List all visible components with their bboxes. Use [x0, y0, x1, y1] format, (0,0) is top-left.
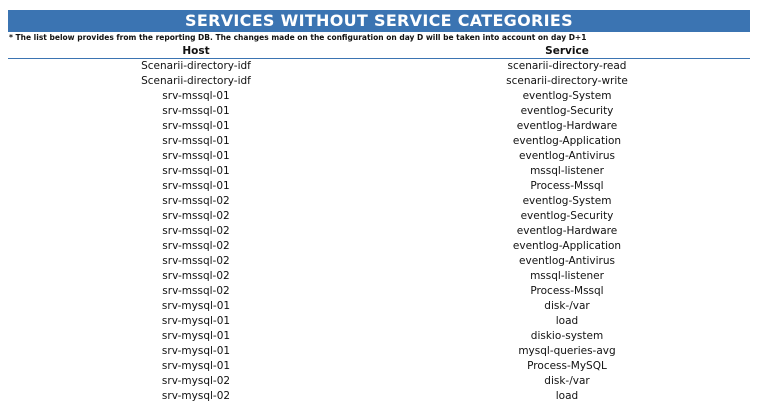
- cell: srv-mysql-01: [161, 360, 231, 372]
- cell: srv-mssql-02: [162, 285, 230, 297]
- row: srv-mysql-01 Process-MySQL: [8, 359, 750, 374]
- row: srv-mysql-01 load: [8, 314, 750, 329]
- header-row: Host Service: [8, 44, 750, 59]
- cell: eventlog-Security: [520, 105, 614, 117]
- cell: mysql-queries-avg: [518, 345, 616, 357]
- table: Host Service Scenarii-directory-idf scenar…: [8, 44, 750, 404]
- cell: srv-mssql-01: [162, 150, 230, 162]
- row: srv-mssql-01 eventlog-Security: [8, 104, 750, 119]
- row: srv-mssql-01 eventlog-System: [8, 89, 750, 104]
- row: srv-mssql-01 eventlog-Antivirus: [8, 149, 750, 164]
- cell: srv-mssql-02: [162, 240, 230, 252]
- row: srv-mssql-02 eventlog-System: [8, 194, 750, 209]
- cell: diskio-system: [530, 330, 604, 342]
- column-header: Service: [384, 44, 750, 59]
- cell: load: [555, 390, 579, 402]
- cell: mssql-listener: [530, 165, 604, 177]
- cell: eventlog-System: [522, 90, 612, 102]
- row: srv-mysql-01 disk-/var: [8, 299, 750, 314]
- cell: eventlog-Antivirus: [519, 150, 615, 162]
- cell: Scenarii-directory-idf: [141, 60, 251, 72]
- cell: srv-mssql-02: [162, 225, 230, 237]
- note: * The list below provides from the repor…: [9, 33, 587, 42]
- row: srv-mssql-02 Process-Mssql: [8, 284, 750, 299]
- row: srv-mysql-01 diskio-system: [8, 329, 750, 344]
- cell: disk-/var: [544, 300, 590, 312]
- cell: srv-mysql-01: [161, 330, 231, 342]
- row: srv-mysql-02 load: [8, 389, 750, 404]
- cell: load: [555, 315, 579, 327]
- cell: eventlog-Application: [512, 240, 622, 252]
- title: SERVICES WITHOUT SERVICE CATEGORIES: [8, 10, 750, 32]
- cell: srv-mssql-01: [162, 105, 230, 117]
- cell: srv-mssql-02: [162, 270, 230, 282]
- row: srv-mssql-01 eventlog-Application: [8, 134, 750, 149]
- cell: srv-mssql-02: [162, 195, 230, 207]
- row: srv-mysql-02 disk-/var: [8, 374, 750, 389]
- cell: eventlog-Hardware: [516, 225, 618, 237]
- cell: disk-/var: [544, 375, 590, 387]
- row: srv-mysql-01 mysql-queries-avg: [8, 344, 750, 359]
- cell: eventlog-Hardware: [516, 120, 618, 132]
- cell: Process-Mssql: [530, 180, 604, 192]
- cell: eventlog-Application: [512, 135, 622, 147]
- cell: srv-mssql-01: [162, 165, 230, 177]
- row: Scenarii-directory-idf scenarii-directory…: [8, 74, 750, 89]
- column-header: Host: [8, 44, 384, 59]
- row: srv-mssql-01 eventlog-Hardware: [8, 119, 750, 134]
- cell: srv-mysql-01: [161, 345, 231, 357]
- row: srv-mssql-02 eventlog-Application: [8, 239, 750, 254]
- cell: scenarii-directory-read: [507, 60, 627, 72]
- row: srv-mssql-01 mssql-listener: [8, 164, 750, 179]
- cell: Process-MySQL: [527, 360, 607, 372]
- row: srv-mssql-02 eventlog-Antivirus: [8, 254, 750, 269]
- cell: srv-mysql-02: [161, 390, 231, 402]
- row: srv-mssql-02 eventlog-Security: [8, 209, 750, 224]
- cell: srv-mssql-01: [162, 180, 230, 192]
- cell: srv-mysql-02: [161, 375, 231, 387]
- cell: srv-mssql-01: [162, 120, 230, 132]
- cell: srv-mssql-02: [162, 255, 230, 267]
- cell: eventlog-Antivirus: [519, 255, 615, 267]
- row: Scenarii-directory-idf scenarii-directory…: [8, 59, 750, 75]
- cell: srv-mysql-01: [161, 300, 231, 312]
- cell: eventlog-Security: [520, 210, 614, 222]
- row: srv-mssql-02 mssql-listener: [8, 269, 750, 284]
- cell: Scenarii-directory-idf: [141, 75, 251, 87]
- cell: mssql-listener: [530, 270, 604, 282]
- cell: srv-mysql-01: [161, 315, 231, 327]
- cell: srv-mssql-01: [162, 135, 230, 147]
- row: srv-mssql-01 Process-Mssql: [8, 179, 750, 194]
- cell: Process-Mssql: [530, 285, 604, 297]
- cell: eventlog-System: [522, 195, 612, 207]
- cell: srv-mssql-02: [162, 210, 230, 222]
- row: srv-mssql-02 eventlog-Hardware: [8, 224, 750, 239]
- cell: scenarii-directory-write: [506, 75, 628, 87]
- cell: srv-mssql-01: [162, 90, 230, 102]
